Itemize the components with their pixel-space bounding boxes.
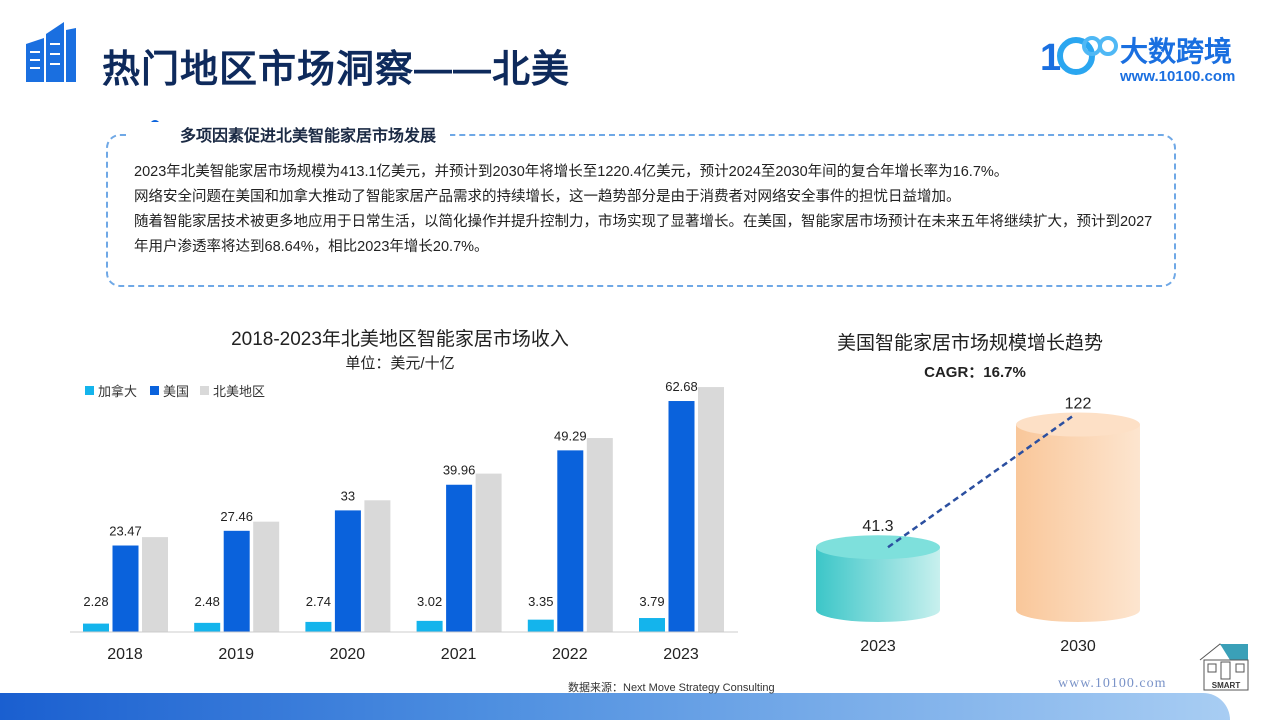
footer-url: www.10100.com <box>1058 676 1167 691</box>
brand-logo: 1 大数跨境 www.10100.com <box>1040 30 1235 87</box>
chart-subtitle: 单位：美元/十亿 <box>345 355 455 372</box>
bar-美国-2019 <box>223 530 250 632</box>
bar-北美地区-2022 <box>586 438 613 632</box>
bar-北美地区-2019 <box>253 521 280 632</box>
smart-label: SMART <box>1212 681 1241 690</box>
legend-label: 美国 <box>163 384 189 399</box>
bar-北美地区-2020 <box>364 500 391 632</box>
bar-加拿大-2019 <box>194 622 221 632</box>
bar-美国-2023 <box>668 401 695 632</box>
data-label: 27.46 <box>220 509 253 524</box>
paragraph: 随着智能家居技术被更多地应用于日常生活，以简化操作并提升控制力，市场实现了显著增… <box>134 214 1153 255</box>
x-tick-label: 2030 <box>1060 638 1096 655</box>
bar-北美地区-2023 <box>698 387 724 632</box>
bar-加拿大-2020 <box>305 621 332 632</box>
cylinder-2030 <box>1016 424 1140 622</box>
x-tick-label: 2022 <box>552 646 588 663</box>
x-tick-label: 2023 <box>860 638 896 655</box>
growth-cylinder-chart: 41.3 2023 122 2030 <box>816 396 1140 655</box>
legend-swatch <box>200 386 209 395</box>
legend-swatch <box>150 386 159 395</box>
data-source: 数据来源：Next Move Strategy Consulting <box>568 682 775 694</box>
legend-label: 北美地区 <box>213 384 265 399</box>
cylinder-2023 <box>816 547 940 622</box>
smart-house-icon: SMART <box>1199 643 1249 691</box>
bar-美国-2018 <box>112 545 139 632</box>
data-label: 39.96 <box>443 463 476 478</box>
data-label: 49.29 <box>554 428 587 443</box>
data-label: 2.28 <box>83 594 108 609</box>
value-label: 122 <box>1065 396 1092 413</box>
brand-name: 大数跨境 <box>1120 36 1233 67</box>
chart-title: 2018-2023年北美地区智能家居市场收入 <box>231 329 569 350</box>
legend-label: 加拿大 <box>98 384 137 399</box>
insight-box <box>106 134 1176 287</box>
data-label: 33 <box>341 488 355 503</box>
data-label: 23.47 <box>109 524 142 539</box>
data-label: 3.02 <box>417 594 442 609</box>
chart2-title: 美国智能家居市场规模增长趋势 <box>836 333 1103 354</box>
x-tick-label: 2018 <box>107 646 143 663</box>
cagr-label: CAGR：16.7% <box>924 364 1026 381</box>
insight-text: 2023年北美智能家居市场规模为413.1亿美元，并预计到2030年将增长至12… <box>134 160 1154 260</box>
trend-line <box>887 415 1073 549</box>
bar-加拿大-2023 <box>639 618 665 632</box>
bar-加拿大-2021 <box>416 620 443 632</box>
cylinder-top <box>1016 412 1140 437</box>
revenue-bar-chart: 加拿大 美国 北美地区 2.28 23.47 2018 2.48 27.46 2019 2.74 3… <box>70 379 738 663</box>
data-label: 3.79 <box>639 594 664 609</box>
data-label: 62.68 <box>665 379 698 394</box>
bar-美国-2020 <box>334 510 361 632</box>
bar-美国-2021 <box>446 484 473 632</box>
x-tick-label: 2019 <box>218 646 254 663</box>
bar-美国-2022 <box>557 450 584 632</box>
x-tick-label: 2020 <box>330 646 366 663</box>
x-tick-label: 2021 <box>441 646 477 663</box>
logo-mark-icon: 1 <box>1040 36 1118 79</box>
footer-bar <box>0 693 1230 720</box>
brand-url: www.10100.com <box>1120 68 1236 85</box>
cylinder-top <box>816 535 940 560</box>
value-label: 41.3 <box>862 518 893 535</box>
paragraph: 网络安全问题在美国和加拿大推动了智能家居产品需求的持续增长，这一趋势部分是由于消… <box>134 189 961 205</box>
insight-title: 多项因素促进北美智能家居市场发展 <box>130 122 451 146</box>
paragraph: 2023年北美智能家居市场规模为413.1亿美元，并预计到2030年将增长至12… <box>134 164 1009 180</box>
bar-加拿大-2018 <box>83 623 109 632</box>
bar-加拿大-2022 <box>527 619 554 632</box>
legend-swatch <box>85 386 94 395</box>
bar-北美地区-2018 <box>142 537 168 632</box>
data-label: 2.48 <box>195 594 220 609</box>
page-title: 热门地区市场洞察——北美 <box>102 49 571 91</box>
x-tick-label: 2023 <box>663 646 699 663</box>
building-icon <box>26 22 76 82</box>
data-label: 3.35 <box>528 594 553 609</box>
svg-text:1: 1 <box>1040 37 1061 79</box>
data-label: 2.74 <box>306 594 331 609</box>
bar-北美地区-2021 <box>475 473 502 632</box>
